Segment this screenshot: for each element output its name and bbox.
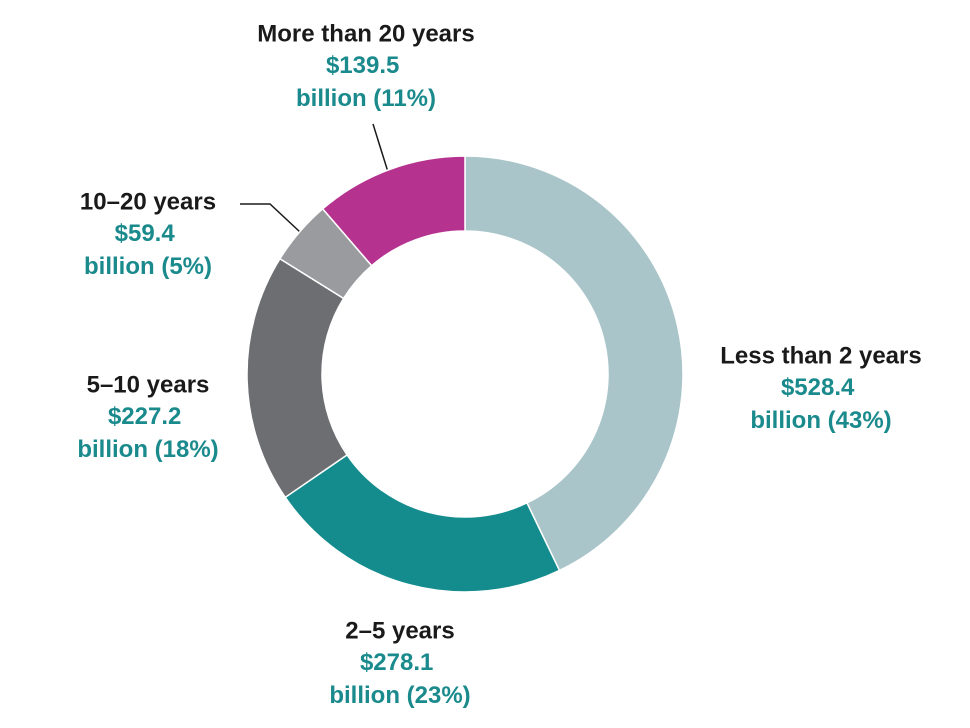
value-label: $59.4 billion (5%) bbox=[84, 220, 212, 280]
leader-line bbox=[240, 203, 301, 233]
slice-label: More than 20 years bbox=[257, 20, 474, 47]
value-label: $278.1 billion (23%) bbox=[329, 649, 470, 709]
donut-slice bbox=[284, 453, 561, 593]
slice-label: 2–5 years bbox=[345, 617, 454, 644]
slice-label: 5–10 years bbox=[87, 371, 210, 398]
donut-slice bbox=[246, 257, 349, 499]
value-label: $139.5 billion (11%) bbox=[296, 52, 436, 112]
value-label: $227.2 billion (18%) bbox=[77, 403, 218, 463]
donut-slice bbox=[321, 155, 466, 267]
donut-slice bbox=[464, 155, 684, 572]
slice-label: Less than 2 years bbox=[720, 342, 921, 369]
leader-line bbox=[372, 123, 389, 173]
slice-label: 10–20 years bbox=[80, 188, 216, 215]
value-label: $528.4 billion (43%) bbox=[750, 374, 891, 434]
